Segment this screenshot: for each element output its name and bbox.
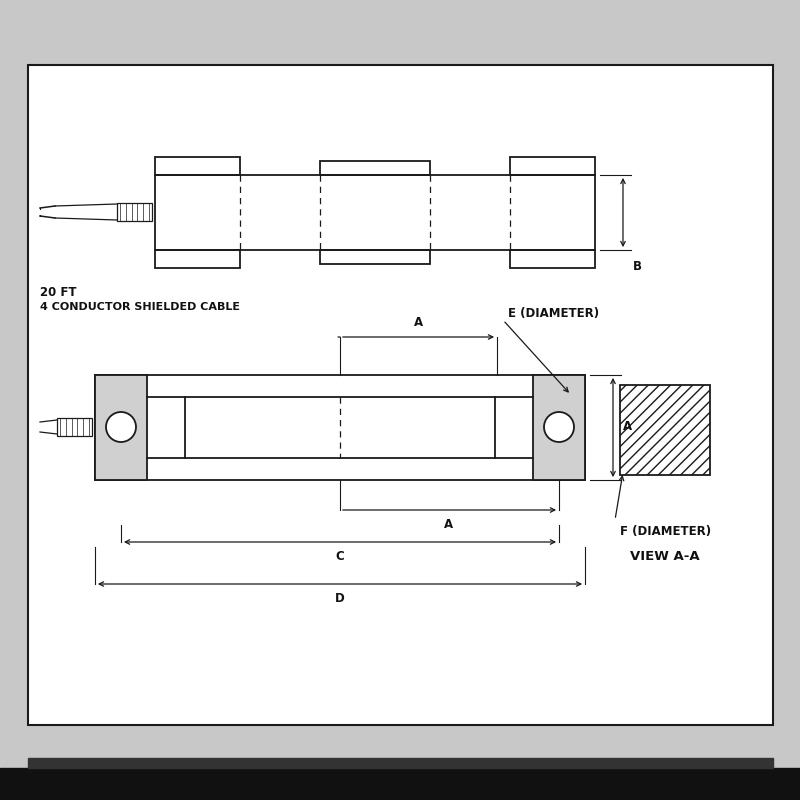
Bar xyxy=(320,161,430,175)
Text: VIEW A-A: VIEW A-A xyxy=(630,550,700,563)
Bar xyxy=(510,157,595,175)
Text: 4 CONDUCTOR SHIELDED CABLE: 4 CONDUCTOR SHIELDED CABLE xyxy=(40,302,240,312)
Bar xyxy=(620,385,710,475)
Text: A: A xyxy=(445,518,454,531)
Circle shape xyxy=(544,412,574,442)
Bar xyxy=(0,768,800,800)
Bar xyxy=(95,375,147,480)
Circle shape xyxy=(106,412,136,442)
Bar xyxy=(28,758,773,768)
Text: D: D xyxy=(335,592,345,605)
Bar xyxy=(155,157,240,175)
Bar xyxy=(117,203,152,221)
Bar xyxy=(185,397,495,458)
Text: E (DIAMETER): E (DIAMETER) xyxy=(508,307,599,320)
Bar xyxy=(533,375,585,480)
Bar xyxy=(95,375,585,480)
Text: 20 FT: 20 FT xyxy=(40,286,77,299)
Text: C: C xyxy=(336,550,344,563)
Text: B: B xyxy=(633,260,642,273)
Text: A: A xyxy=(623,421,632,434)
Bar xyxy=(155,250,240,268)
Text: F (DIAMETER): F (DIAMETER) xyxy=(620,525,711,538)
Bar xyxy=(155,175,595,250)
Bar xyxy=(57,418,92,436)
Bar xyxy=(510,250,595,268)
Bar xyxy=(320,250,430,264)
Bar xyxy=(28,65,773,725)
Text: A: A xyxy=(414,316,422,329)
